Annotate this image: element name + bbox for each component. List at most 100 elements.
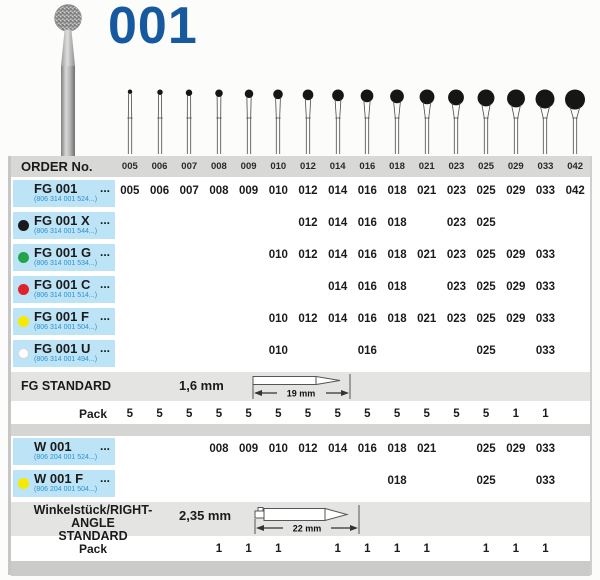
product-row: FG 001 F... (806 314 001 504...) 010 012 014… <box>11 308 590 340</box>
product-label: W 001 F... (806 204 001 504...) <box>13 470 115 497</box>
product-iso-code: (806 314 001 494...) <box>34 356 98 363</box>
fg-shank-diagram: 19 mm <box>252 374 351 399</box>
size-cell: 023 <box>446 281 466 293</box>
size-cell: 042 <box>565 185 585 197</box>
fg-shank-diameter: 1,6 mm <box>179 378 224 393</box>
size-column-header: 042 <box>567 161 584 172</box>
fg-standard-label: FG STANDARD <box>21 379 112 393</box>
size-column-header: 009 <box>240 161 257 172</box>
size-cell <box>293 470 323 475</box>
size-cell: 033 <box>535 249 556 261</box>
order-table-frame: ORDER No. 005 006 007 008 009 010 012 014 016 018… <box>8 156 592 576</box>
pack-quantity-cell: 5 <box>364 407 371 420</box>
pack-quantity-cell: 1 <box>482 542 490 555</box>
size-cell: 018 <box>387 185 407 197</box>
size-cell: 025 <box>476 475 496 487</box>
size-cell <box>115 212 145 217</box>
size-cell <box>263 470 293 475</box>
size-cell: 014 <box>328 217 348 229</box>
size-cell <box>323 470 353 475</box>
size-cell: 018 <box>387 475 407 487</box>
size-cell: 012 <box>298 249 318 261</box>
product-row: W 001 F... (806 204 001 504...) 018 025 033 <box>11 470 590 502</box>
size-cell: 010 <box>268 185 288 197</box>
section-divider <box>11 424 590 436</box>
size-cell: 014 <box>328 249 348 261</box>
size-cell <box>263 276 293 281</box>
size-cell: 025 <box>476 281 496 293</box>
product-ellipsis: ... <box>99 181 110 195</box>
w-standard-label: Winkelstück/RIGHT-ANGLE STANDARD <box>33 503 153 543</box>
size-cell <box>412 340 442 345</box>
size-cell: 018 <box>387 281 407 293</box>
size-cell: 029 <box>506 443 526 455</box>
fg-shank-length-label: 19 mm <box>287 389 316 399</box>
size-cell: 009 <box>239 443 259 455</box>
size-cell <box>204 212 234 217</box>
size-cell <box>531 212 561 217</box>
bur-illustration-006 <box>156 89 163 154</box>
size-column-header: 012 <box>300 161 316 172</box>
size-cell: 023 <box>446 249 466 261</box>
size-column-header: 018 <box>389 161 405 172</box>
size-cell: 025 <box>476 217 496 229</box>
product-row: FG 001 U... (806 314 001 494...) 010 016 025… <box>11 340 590 372</box>
size-cell <box>174 340 204 345</box>
product-row: FG 001... (806 314 001 524...) 005 006 007 00… <box>11 180 590 212</box>
size-cell: 025 <box>476 443 496 455</box>
product-name: FG 001 C <box>34 277 91 292</box>
pack-quantity-cell: 5 <box>156 407 163 420</box>
product-ellipsis: ... <box>99 471 110 485</box>
product-ellipsis: ... <box>99 439 110 453</box>
size-cell <box>234 276 264 281</box>
size-cell <box>115 244 145 249</box>
size-cell: 025 <box>476 313 496 325</box>
size-cell: 010 <box>268 345 288 357</box>
color-dot-yellow <box>18 316 29 327</box>
bur-illustration-033 <box>535 89 555 154</box>
w-pack-row: Pack 1 1 1 1 1 1 1 1 1 1 <box>11 538 590 559</box>
size-column-header: 023 <box>448 161 465 172</box>
fg-standard-row: FG STANDARD 1,6 mm 19 mm <box>11 372 590 401</box>
size-cell <box>263 212 293 217</box>
size-cell <box>204 340 234 345</box>
size-cell <box>501 212 531 217</box>
fg-pack-row: Pack 5 5 5 5 5 5 5 5 5 5 5 5 5 1 1 <box>11 403 590 424</box>
pack-quantity-cell: 1 <box>245 542 252 555</box>
pack-quantity-cell: 5 <box>334 407 341 420</box>
product-ellipsis: ... <box>99 341 110 355</box>
size-cell <box>560 276 590 281</box>
page-title: 001 <box>108 0 198 55</box>
product-iso-code: (806 204 001 504...) <box>34 486 98 493</box>
size-column-header: 005 <box>121 161 138 172</box>
size-cell <box>560 244 590 249</box>
product-name: FG 001 G <box>34 245 92 260</box>
w-product-rows: W 001... (806 204 001 524...) 008 009 010 012… <box>11 438 590 502</box>
size-cell: 033 <box>535 313 556 325</box>
size-column-header: 021 <box>418 161 435 172</box>
size-cell: 029 <box>506 249 526 261</box>
color-dot-white <box>18 348 29 359</box>
product-name: FG 001 U <box>34 341 91 356</box>
pack-quantity-cell: 1 <box>542 542 549 555</box>
size-cell <box>115 276 145 281</box>
pack-quantity-cell: 1 <box>393 542 401 555</box>
w-shank-diameter: 2,35 mm <box>179 508 232 523</box>
product-ellipsis: ... <box>99 309 110 323</box>
size-cell <box>145 276 175 281</box>
color-dot-green <box>18 252 29 263</box>
product-ellipsis: ... <box>99 213 110 227</box>
size-cell: 012 <box>298 217 318 229</box>
size-cell <box>145 308 175 313</box>
size-cell: 016 <box>357 185 377 197</box>
size-cell <box>442 438 472 443</box>
bur-illustration-010 <box>273 89 284 154</box>
size-cell <box>145 212 175 217</box>
size-cell: 016 <box>357 249 377 261</box>
size-cell: 018 <box>387 217 407 229</box>
size-cell: 014 <box>328 443 348 455</box>
fg-pack-label: Pack <box>78 406 107 421</box>
color-dot-black <box>18 220 29 231</box>
size-column-header: 029 <box>507 161 524 172</box>
product-name: W 001 <box>34 439 72 454</box>
